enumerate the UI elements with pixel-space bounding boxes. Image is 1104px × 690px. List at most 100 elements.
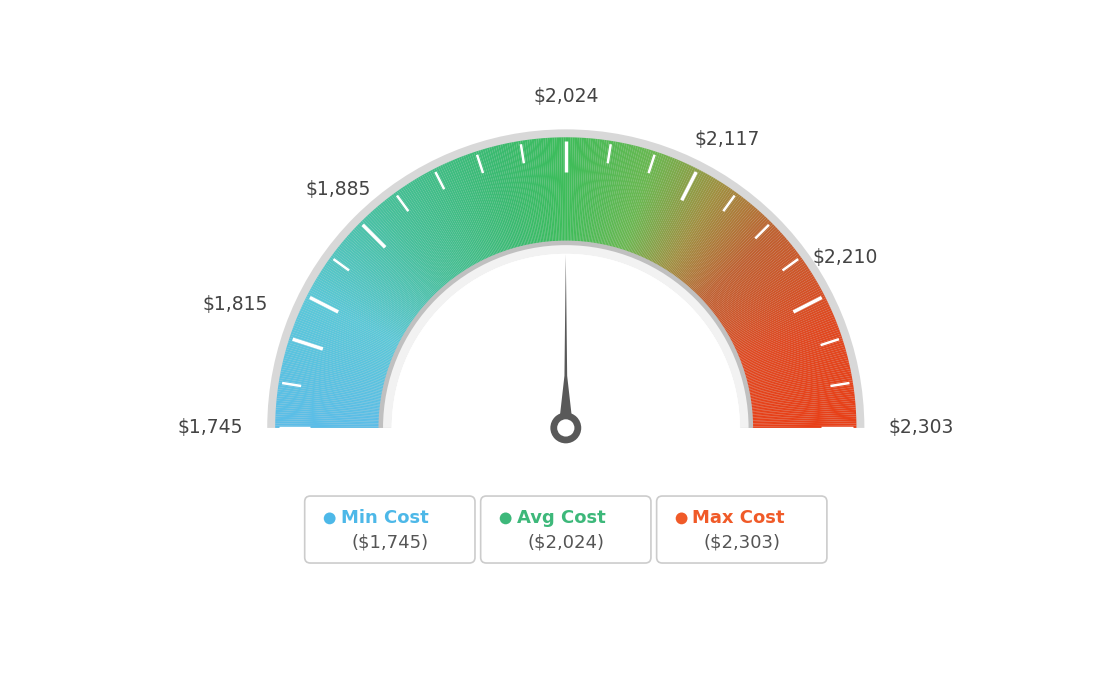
Text: $2,024: $2,024 [533,86,598,106]
Wedge shape [709,243,792,310]
Wedge shape [718,259,804,321]
Wedge shape [735,308,831,353]
Wedge shape [735,306,830,351]
Wedge shape [611,146,638,248]
Wedge shape [511,142,532,245]
Wedge shape [336,248,420,314]
Wedge shape [412,180,468,270]
Wedge shape [424,173,476,266]
Circle shape [676,513,688,524]
Wedge shape [733,300,828,347]
Wedge shape [333,252,417,316]
Wedge shape [516,141,535,244]
Wedge shape [731,294,825,344]
Wedge shape [369,213,440,291]
Wedge shape [658,175,712,267]
Wedge shape [752,426,857,428]
Wedge shape [432,169,481,263]
Wedge shape [707,237,787,307]
Wedge shape [276,398,381,411]
Wedge shape [375,207,445,287]
Wedge shape [736,313,834,355]
Wedge shape [524,140,541,244]
Wedge shape [276,401,381,412]
Wedge shape [276,405,380,415]
Wedge shape [590,139,605,244]
Wedge shape [295,321,393,361]
Wedge shape [548,138,555,242]
Wedge shape [359,222,434,297]
Wedge shape [561,137,564,242]
Wedge shape [583,139,595,243]
Wedge shape [301,306,396,351]
Wedge shape [570,137,575,242]
Wedge shape [740,325,838,364]
Wedge shape [426,172,477,265]
Wedge shape [752,424,857,426]
Wedge shape [282,367,384,390]
Wedge shape [643,163,688,259]
Wedge shape [283,360,385,386]
Wedge shape [325,264,412,324]
Wedge shape [656,173,708,266]
Wedge shape [450,160,493,257]
Wedge shape [718,261,805,322]
Wedge shape [645,165,691,260]
Wedge shape [297,315,394,357]
Wedge shape [277,391,381,406]
Wedge shape [585,139,597,243]
Wedge shape [594,141,612,244]
Wedge shape [751,396,854,409]
Wedge shape [363,217,437,294]
Wedge shape [691,213,763,291]
Wedge shape [321,268,411,327]
Wedge shape [567,137,571,242]
Wedge shape [288,340,389,373]
Wedge shape [641,162,686,258]
Wedge shape [639,161,683,257]
Wedge shape [731,292,824,342]
Wedge shape [370,211,442,290]
Wedge shape [467,154,505,253]
Wedge shape [737,315,835,357]
Wedge shape [485,148,516,249]
Wedge shape [390,195,454,280]
Text: $1,745: $1,745 [178,418,243,437]
Wedge shape [275,414,380,421]
Wedge shape [279,375,383,396]
Wedge shape [661,179,718,269]
Wedge shape [310,288,403,339]
Wedge shape [284,358,385,384]
Wedge shape [667,184,725,273]
Text: $1,885: $1,885 [306,180,371,199]
Wedge shape [750,382,853,400]
Wedge shape [606,144,631,246]
Wedge shape [487,148,517,248]
Wedge shape [311,286,403,338]
Wedge shape [644,164,690,259]
Wedge shape [291,329,391,366]
Wedge shape [659,177,714,268]
Wedge shape [720,264,807,324]
Wedge shape [367,215,439,292]
Wedge shape [747,362,849,387]
Wedge shape [277,396,381,409]
Wedge shape [750,385,853,402]
Wedge shape [637,159,679,257]
Wedge shape [698,222,773,297]
Wedge shape [665,181,722,270]
Wedge shape [290,334,390,369]
Wedge shape [737,317,835,358]
Wedge shape [715,255,800,319]
Wedge shape [703,233,783,304]
Wedge shape [686,206,754,286]
Wedge shape [597,141,618,245]
Wedge shape [382,201,449,284]
Wedge shape [351,230,429,303]
Wedge shape [436,167,484,262]
Wedge shape [616,148,647,249]
Wedge shape [453,159,495,257]
Wedge shape [743,340,843,373]
Wedge shape [276,403,380,413]
Wedge shape [618,149,649,250]
